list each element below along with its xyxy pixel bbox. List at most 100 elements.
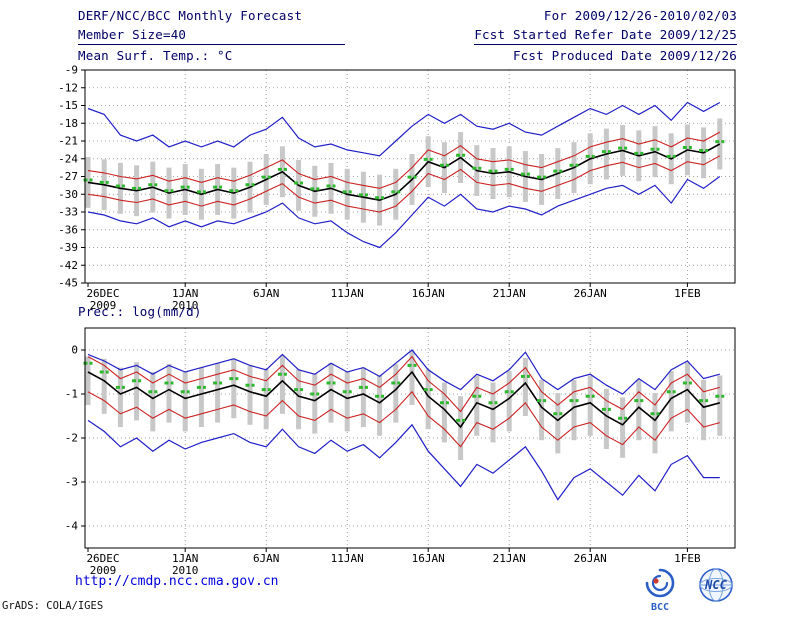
series-ensemble-mean	[87, 143, 721, 202]
ensemble-spread-bar	[150, 372, 156, 432]
y-tick-label: -27	[58, 170, 78, 183]
x-tick-label: 26DEC	[86, 287, 119, 300]
x-tick-sublabel: 2010	[172, 299, 199, 312]
x-tick-label: 26DEC	[86, 552, 119, 565]
bcc-logo-label: BCC	[651, 602, 669, 613]
produced-date-label: Fcst Produced Date 2009/12/26	[512, 48, 737, 63]
ensemble-spread-bar	[425, 369, 431, 430]
ensemble-spread-bar	[636, 379, 642, 441]
series-lower-quartile	[87, 155, 721, 213]
plot-border	[84, 69, 736, 284]
ensemble-spread-bar	[684, 362, 690, 423]
ensemble-spread-bar	[101, 358, 107, 414]
ensemble-spread-bar	[506, 371, 512, 432]
y-tick-label: -24	[58, 152, 78, 165]
member-size-label: Member Size=40	[78, 27, 345, 45]
x-tick-label: 16JAN	[412, 287, 445, 300]
x-tick-sublabel: 2010	[172, 564, 199, 577]
x-tick-label: 1JAN	[172, 287, 199, 300]
x-tick-label: 1JAN	[172, 552, 199, 565]
y-tick-label: 0	[71, 344, 78, 357]
x-tick-sublabel: 2009	[90, 564, 117, 577]
x-tick-label: 26JAN	[574, 552, 607, 565]
x-tick-label: 6JAN	[253, 552, 280, 565]
panel-temperature: -9 -12 -15 -18 -21 -24 -27 -30 -33 -36 -39 -42 -45 26…	[58, 64, 736, 312]
series-ensemble-min	[87, 419, 720, 501]
y-tick-label: -1	[65, 388, 78, 401]
ensemble-spread-bar	[279, 355, 285, 414]
ensemble-spread-bar	[344, 371, 350, 432]
ensemble-spread-bar	[312, 373, 318, 434]
y-tick-label: -42	[58, 259, 78, 272]
ensemble-spread-bar	[231, 359, 237, 419]
ensemble-spread-bar	[555, 393, 561, 454]
ensemble-spread-bar	[85, 356, 91, 405]
ensemble-spread-bar	[117, 367, 123, 427]
ensemble-spread-bar	[393, 364, 399, 423]
ensemble-spread-bar	[717, 375, 723, 436]
plot-border	[84, 327, 736, 549]
y-tick-label: -2	[65, 432, 78, 445]
x-tick-sublabel: 2009	[90, 299, 117, 312]
ensemble-spread-bar	[587, 375, 593, 436]
ensemble-spread-bar	[571, 379, 577, 441]
ensemble-spread-bar	[247, 365, 253, 425]
x-tick-label: 11JAN	[331, 552, 364, 565]
series-ensemble-min	[87, 176, 721, 249]
ensemble-spread-bar	[717, 118, 723, 170]
ensemble-spread-bar	[652, 393, 658, 454]
ensemble-spread-bar	[409, 350, 415, 405]
x-tick-label: 16JAN	[412, 552, 445, 565]
x-tick-label: 1FEB	[674, 552, 701, 565]
ensemble-spread-bar	[296, 369, 302, 430]
series-lower-quartile	[87, 390, 720, 448]
temp-panel-title: Mean Surf. Temp.: °C	[78, 48, 233, 63]
series-upper-quartile	[87, 131, 721, 189]
grads-credit: GrADS: COLA/IGES	[2, 600, 104, 612]
ncc-logo-label: NCC	[704, 578, 727, 592]
ensemble-spread-bar	[198, 367, 204, 427]
y-tick-label: -33	[58, 206, 78, 219]
refer-date-label: Fcst Started Refer Date 2009/12/25	[474, 27, 737, 45]
ensemble-spread-bar	[215, 363, 221, 423]
x-tick-label: 1FEB	[674, 287, 701, 300]
series-ensemble-max	[87, 101, 721, 157]
ensemble-spread-bar	[263, 369, 269, 430]
series-ensemble-max	[87, 349, 720, 395]
y-tick-label: -12	[58, 81, 78, 94]
y-tick-label: -9	[65, 64, 78, 77]
x-tick-label: 11JAN	[331, 287, 364, 300]
ensemble-spread-bar	[377, 375, 383, 436]
x-tick-label: 26JAN	[574, 287, 607, 300]
y-tick-label: -36	[58, 223, 78, 236]
website-link[interactable]: http://cmdp.ncc.cma.gov.cn	[75, 574, 279, 589]
ensemble-spread-bar	[522, 357, 528, 416]
y-tick-label: -4	[65, 520, 79, 533]
ensemble-spread-bar	[668, 371, 674, 432]
ensemble-spread-bar	[360, 367, 366, 427]
y-tick-label: -18	[58, 117, 78, 130]
series-upper-quartile	[87, 355, 720, 413]
x-tick-label: 6JAN	[253, 287, 280, 300]
y-tick-label: -39	[58, 241, 78, 254]
y-tick-label: -45	[58, 277, 78, 290]
ensemble-spread-bar	[328, 363, 334, 423]
ensemble-spread-bar	[620, 397, 626, 458]
y-tick-label: -3	[65, 476, 78, 489]
ensemble-spread-bar	[539, 379, 545, 441]
y-tick-label: -30	[58, 188, 78, 201]
ensemble-spread-bar	[701, 379, 707, 441]
ensemble-spread-bar	[134, 362, 140, 421]
prec-panel-title: Prec.: log(mm/d)	[78, 304, 202, 319]
bcc-logo-icon: BCC	[645, 568, 675, 613]
ensemble-spread-bar	[490, 382, 496, 443]
ensemble-spread-bar	[441, 382, 447, 443]
x-tick-label: 21JAN	[493, 287, 526, 300]
x-tick-label: 21JAN	[493, 552, 526, 565]
series-ensemble-mean	[87, 370, 721, 429]
forecast-range-label: For 2009/12/26-2010/02/03	[543, 8, 737, 23]
ensemble-spread-bar	[474, 375, 480, 436]
ensemble-spread-bar	[182, 372, 188, 432]
